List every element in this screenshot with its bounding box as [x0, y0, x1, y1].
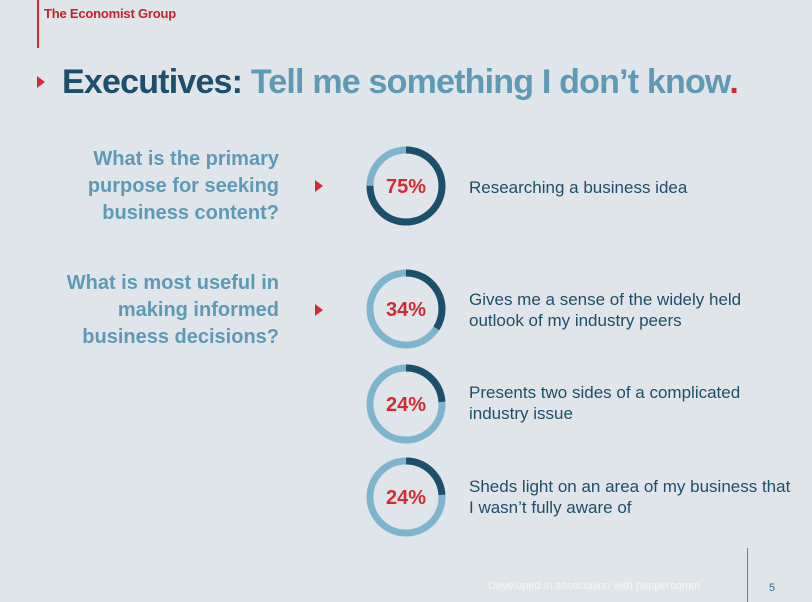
donut-4-value-arc [366, 457, 446, 537]
brand-logo-text: The Economist Group [44, 6, 176, 21]
answer-4-text: Sheds light on an area of my business th… [469, 477, 791, 517]
question-primary-purpose: What is the primary purpose for seeking … [87, 148, 279, 224]
footer-divider-line [747, 548, 748, 602]
donut-2-percent-label: 34% [386, 299, 426, 321]
donut-chart-3: 24% [366, 364, 446, 444]
donut-4-percent-label: 24% [386, 487, 426, 509]
question-1-arrow-icon [315, 180, 323, 192]
donut-chart-2: 34% [366, 269, 446, 349]
page-title: Executives: Tell me something I don’t kn… [62, 63, 739, 102]
page-number: 5 [769, 582, 776, 594]
brand-divider-line [37, 0, 39, 48]
title-arrow-icon [37, 76, 45, 88]
answer-3-text: Presents two sides of a complicated indu… [469, 383, 741, 423]
donut-chart-4: 24% [366, 457, 446, 537]
donut-1-percent-label: 75% [386, 176, 426, 198]
donut-chart-1: 75% [366, 146, 446, 226]
title-dot: . [729, 63, 738, 101]
title-lead: Executives: [62, 63, 243, 101]
answer-1-text: Researching a business idea [469, 178, 688, 197]
title-rest: Tell me something I don’t know [242, 63, 730, 101]
footer-attribution: Developed in association with peppercomm [488, 580, 701, 592]
donut-1-value-arc [366, 146, 446, 226]
donut-2-value-arc [366, 269, 446, 349]
answer-2-text: Gives me a sense of the widely held outl… [469, 290, 742, 330]
question-most-useful: What is most useful in making informed b… [66, 272, 279, 348]
donut-3-value-arc [366, 364, 446, 444]
donut-3-percent-label: 24% [386, 394, 426, 416]
question-2-arrow-icon [315, 304, 323, 316]
